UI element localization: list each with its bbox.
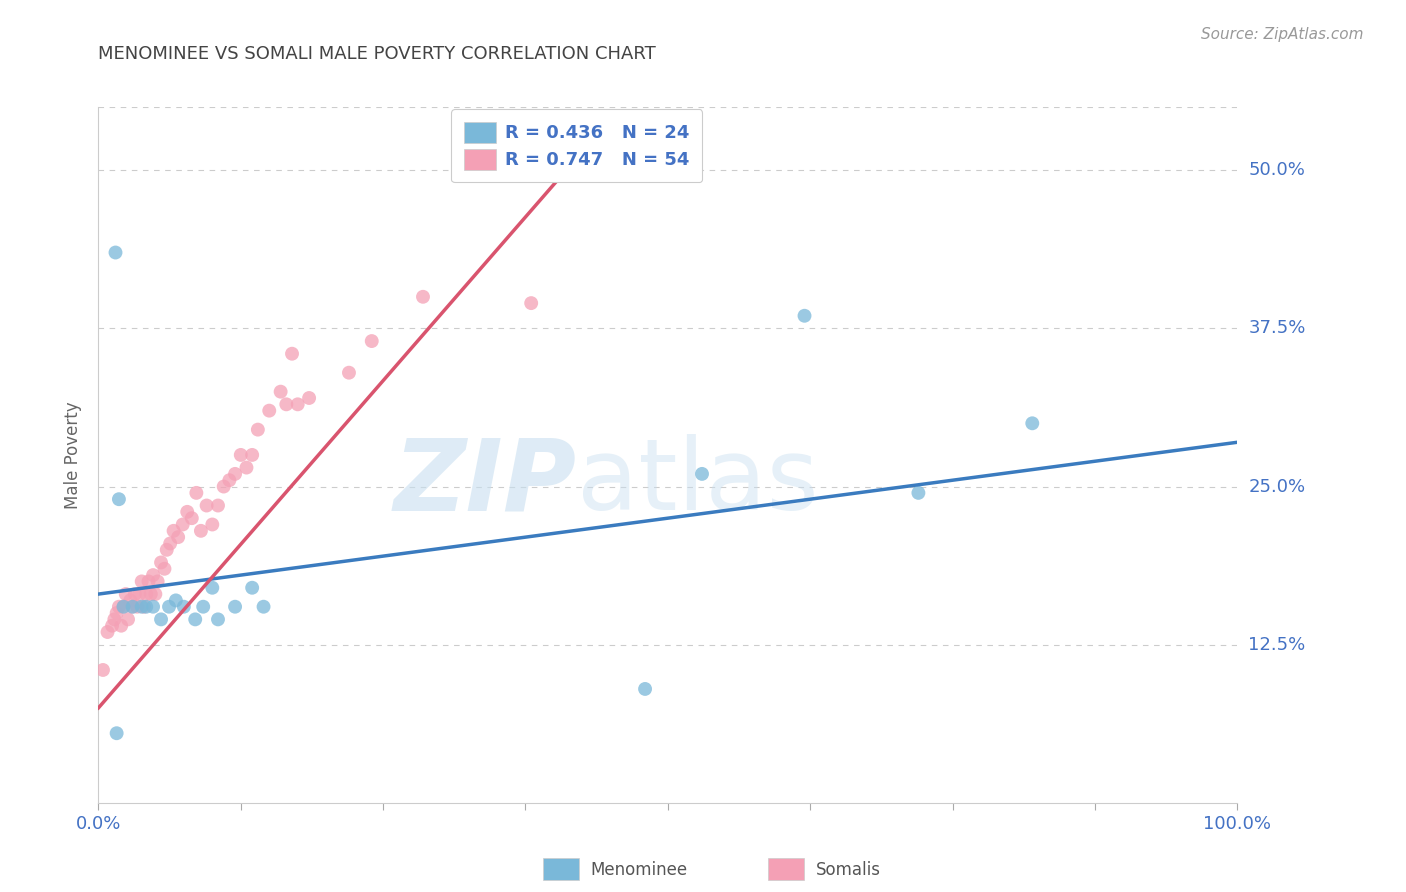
Point	[218, 473, 240, 487]
Point	[207, 499, 229, 513]
Point	[108, 492, 131, 507]
Point	[634, 681, 657, 696]
Point	[159, 536, 181, 550]
Point	[360, 334, 382, 348]
Point	[145, 587, 167, 601]
Point	[127, 599, 149, 614]
Point	[201, 517, 224, 532]
Text: 50.0%: 50.0%	[1249, 161, 1305, 179]
Point	[150, 612, 173, 626]
Point	[276, 397, 298, 411]
Point	[110, 618, 132, 632]
Point	[121, 599, 143, 614]
Point	[135, 599, 157, 614]
Point	[224, 599, 246, 614]
Point	[91, 663, 114, 677]
Point	[337, 366, 360, 380]
Point	[184, 612, 207, 626]
Point	[224, 467, 246, 481]
Point	[195, 499, 218, 513]
FancyBboxPatch shape	[768, 857, 804, 880]
Point	[252, 599, 274, 614]
Point	[124, 587, 146, 601]
Point	[281, 347, 304, 361]
Point	[150, 556, 173, 570]
Y-axis label: Male Poverty: Male Poverty	[65, 401, 83, 508]
Point	[207, 612, 229, 626]
Point	[240, 448, 263, 462]
Point	[212, 479, 235, 493]
Point	[156, 542, 179, 557]
Point	[190, 524, 212, 538]
Point	[139, 587, 162, 601]
Text: Source: ZipAtlas.com: Source: ZipAtlas.com	[1201, 27, 1364, 42]
Point	[131, 599, 153, 614]
Text: Menominee: Menominee	[591, 861, 688, 879]
Point	[142, 599, 165, 614]
Point	[121, 599, 143, 614]
Point	[167, 530, 190, 544]
Point	[793, 309, 815, 323]
Text: ZIP: ZIP	[394, 434, 576, 532]
Text: 12.5%: 12.5%	[1249, 636, 1306, 654]
Text: Somalis: Somalis	[815, 861, 880, 879]
Point	[103, 612, 125, 626]
Point	[907, 486, 929, 500]
Point	[114, 587, 136, 601]
Point	[259, 403, 281, 417]
Point	[520, 296, 543, 310]
Point	[132, 599, 155, 614]
Point	[120, 593, 142, 607]
Point	[690, 467, 713, 481]
Point	[270, 384, 292, 399]
Point	[117, 612, 139, 626]
Point	[96, 625, 118, 640]
Point	[153, 562, 176, 576]
Point	[287, 397, 309, 411]
Point	[240, 581, 263, 595]
Point	[104, 245, 127, 260]
Legend: R = 0.436   N = 24, R = 0.747   N = 54: R = 0.436 N = 24, R = 0.747 N = 54	[451, 109, 703, 183]
Point	[246, 423, 269, 437]
Point	[135, 587, 157, 601]
Text: 25.0%: 25.0%	[1249, 477, 1306, 496]
Point	[201, 581, 224, 595]
Point	[172, 517, 194, 532]
Point	[193, 599, 215, 614]
Point	[105, 726, 128, 740]
Point	[157, 599, 180, 614]
Text: MENOMINEE VS SOMALI MALE POVERTY CORRELATION CHART: MENOMINEE VS SOMALI MALE POVERTY CORRELA…	[98, 45, 657, 62]
Text: atlas: atlas	[576, 434, 818, 532]
Point	[112, 599, 135, 614]
Point	[186, 486, 208, 500]
Point	[176, 505, 198, 519]
Point	[235, 460, 257, 475]
Point	[162, 524, 184, 538]
Point	[112, 599, 135, 614]
Point	[142, 568, 165, 582]
Point	[128, 587, 150, 601]
Point	[146, 574, 169, 589]
Text: 37.5%: 37.5%	[1249, 319, 1306, 337]
Point	[105, 606, 128, 620]
Point	[298, 391, 321, 405]
Point	[101, 618, 124, 632]
Point	[165, 593, 187, 607]
FancyBboxPatch shape	[543, 857, 579, 880]
Point	[1021, 417, 1043, 431]
Point	[131, 574, 153, 589]
Point	[229, 448, 252, 462]
Point	[180, 511, 202, 525]
Point	[173, 599, 195, 614]
Point	[108, 599, 131, 614]
Point	[412, 290, 434, 304]
Point	[138, 574, 160, 589]
